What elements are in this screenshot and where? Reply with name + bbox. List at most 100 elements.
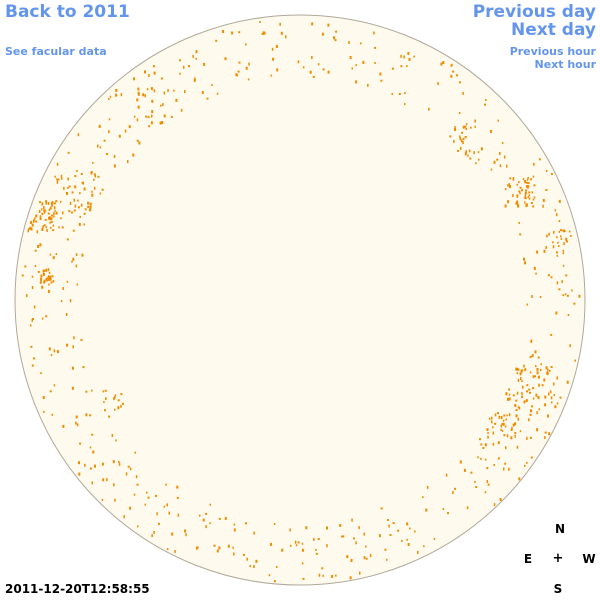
- facula-dot: [71, 191, 74, 194]
- facula-dot: [547, 414, 549, 418]
- facula-dot: [492, 442, 495, 446]
- facula-dot: [487, 483, 490, 486]
- facula-dot: [115, 93, 118, 97]
- facula-dot: [30, 345, 33, 348]
- previous-hour-link[interactable]: Previous hour: [509, 45, 596, 58]
- facula-dot: [151, 114, 153, 118]
- facula-dot: [547, 274, 550, 277]
- previous-day-link[interactable]: Previous day: [472, 2, 596, 22]
- facula-dot: [561, 280, 563, 284]
- facula-dot: [70, 211, 73, 214]
- facula-dot: [517, 379, 520, 382]
- facula-dot: [281, 548, 284, 552]
- facula-dot: [391, 92, 393, 95]
- facula-dot: [322, 68, 325, 71]
- facula-dot: [34, 249, 37, 252]
- facula-dot: [295, 544, 298, 547]
- facula-dot: [543, 249, 546, 253]
- facula-dot: [497, 119, 499, 122]
- facula-dot: [500, 428, 502, 431]
- facula-dot: [463, 468, 466, 472]
- facula-dot: [74, 204, 77, 208]
- facula-dot: [78, 472, 81, 476]
- facula-dot: [524, 201, 526, 204]
- facula-dot: [508, 388, 511, 391]
- facula-dot: [146, 491, 148, 494]
- facula-dot: [542, 199, 545, 202]
- facula-dot: [52, 229, 55, 232]
- facula-dot: [493, 503, 496, 507]
- facula-dot: [533, 196, 536, 199]
- facula-dot: [525, 181, 528, 184]
- facula-dot: [499, 164, 502, 168]
- facula-dot: [50, 226, 52, 229]
- facula-dot: [553, 230, 555, 234]
- facula-dot: [460, 146, 462, 150]
- facula-dot: [531, 191, 533, 194]
- facula-dot: [45, 200, 48, 203]
- facula-dot: [491, 420, 493, 424]
- facula-dot: [147, 116, 150, 119]
- facula-dot: [48, 208, 51, 211]
- next-day-link[interactable]: Next day: [511, 20, 596, 40]
- facula-dot: [501, 429, 504, 432]
- facula-dot: [171, 532, 174, 536]
- facula-dot: [56, 350, 59, 354]
- facula-dot: [521, 189, 523, 192]
- facula-dot: [60, 300, 63, 303]
- facula-dot: [237, 70, 240, 73]
- back-to-year-link[interactable]: Back to 2011: [5, 2, 130, 22]
- facula-dot: [462, 125, 465, 129]
- facula-dot: [245, 66, 248, 70]
- facula-dot: [503, 155, 506, 159]
- facula-dot: [464, 125, 467, 128]
- next-hour-link[interactable]: Next hour: [534, 58, 597, 71]
- facula-dot: [85, 413, 88, 417]
- facula-dot: [558, 230, 561, 233]
- facula-dot: [163, 91, 166, 95]
- facula-dot: [521, 395, 523, 398]
- facula-dot: [32, 219, 35, 222]
- facula-dot: [245, 522, 247, 525]
- facula-dot: [548, 432, 551, 436]
- facula-dot: [301, 542, 304, 545]
- facula-dot: [170, 116, 173, 118]
- facula-dot: [493, 160, 496, 164]
- facula-dot: [512, 423, 515, 427]
- facula-dot: [519, 430, 522, 433]
- see-facular-data-link[interactable]: See facular data: [5, 45, 107, 58]
- facula-dot: [555, 251, 558, 254]
- facula-dot: [45, 277, 48, 281]
- facula-dot: [556, 254, 559, 257]
- facula-dot: [512, 177, 515, 180]
- facula-dot: [114, 394, 117, 397]
- facula-dot: [526, 185, 529, 188]
- facula-dot: [99, 192, 102, 195]
- facula-dot: [528, 197, 531, 200]
- facula-dot: [85, 390, 88, 393]
- facula-dot: [530, 339, 533, 343]
- facula-dot: [78, 222, 81, 226]
- facula-dot: [389, 534, 392, 536]
- facula-dot: [538, 384, 540, 387]
- facula-dot: [137, 525, 139, 528]
- facula-dot: [297, 541, 300, 544]
- facula-dot: [66, 343, 69, 347]
- facula-dot: [270, 542, 273, 546]
- facula-dot: [474, 480, 476, 483]
- facula-dot: [459, 460, 462, 464]
- facula-dot: [101, 462, 104, 466]
- facula-dot: [327, 23, 330, 27]
- facula-dot: [524, 194, 526, 198]
- compass-north-label: N: [554, 522, 566, 536]
- facula-dot: [75, 421, 77, 425]
- facula-dot: [294, 540, 297, 544]
- facula-dot: [400, 54, 402, 58]
- facula-dot: [517, 203, 519, 207]
- compass-south-label: S: [553, 582, 563, 596]
- facula-dot: [313, 537, 315, 541]
- facula-dot: [89, 205, 92, 209]
- facula-dot: [192, 54, 194, 58]
- facula-dot: [534, 350, 537, 354]
- facula-dot: [51, 275, 54, 278]
